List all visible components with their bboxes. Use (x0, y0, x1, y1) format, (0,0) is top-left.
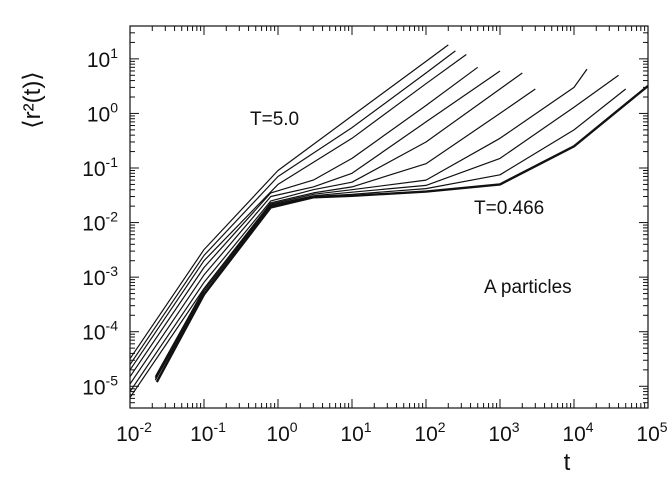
x-tick-label: 104 (562, 419, 593, 446)
y-tick-label: 10-1 (82, 154, 118, 181)
axis-ticks (129, 25, 649, 409)
x-axis-label: t (564, 449, 571, 476)
y-tick-label: 100 (87, 99, 118, 126)
series-line-5 (129, 70, 501, 385)
series-line-7 (129, 88, 536, 398)
x-tick-label: 100 (266, 419, 297, 446)
annotation-low-temperature: T=0.466 (474, 198, 544, 219)
series-line-8 (154, 68, 588, 377)
series-line-3 (129, 54, 467, 371)
series-line-11 (155, 84, 649, 383)
x-tick-label: 102 (414, 419, 445, 446)
y-tick-label: 10-4 (82, 318, 118, 345)
series-line-10 (154, 88, 627, 381)
annotation-high-temperature: T=5.0 (250, 109, 299, 130)
series-line-2 (129, 50, 456, 365)
plot-frame (129, 25, 649, 409)
x-tick-label: 10-2 (116, 419, 152, 446)
x-tick-label: 10-1 (190, 419, 226, 446)
y-tick-label: 101 (87, 45, 118, 72)
y-tick-label: 10-2 (82, 209, 118, 236)
y-tick-label: 10-5 (82, 372, 118, 399)
series-line-6 (129, 72, 523, 392)
y-axis-label: ⟨r²(t)⟩ (19, 71, 46, 128)
series-line-9 (154, 74, 619, 379)
tick-labels: 10-2 10-1 100 101 102 103 104 105 10-5 10-4 10-3 10… (82, 45, 668, 446)
series-line-4 (129, 66, 479, 378)
series-layer (129, 44, 649, 398)
x-tick-label: 105 (636, 419, 667, 446)
y-tick-label: 10-3 (82, 263, 118, 290)
series-line-1 (129, 44, 449, 360)
x-tick-label: 103 (488, 419, 519, 446)
annotation-particles: A particles (484, 277, 572, 298)
x-tick-label: 101 (340, 419, 371, 446)
